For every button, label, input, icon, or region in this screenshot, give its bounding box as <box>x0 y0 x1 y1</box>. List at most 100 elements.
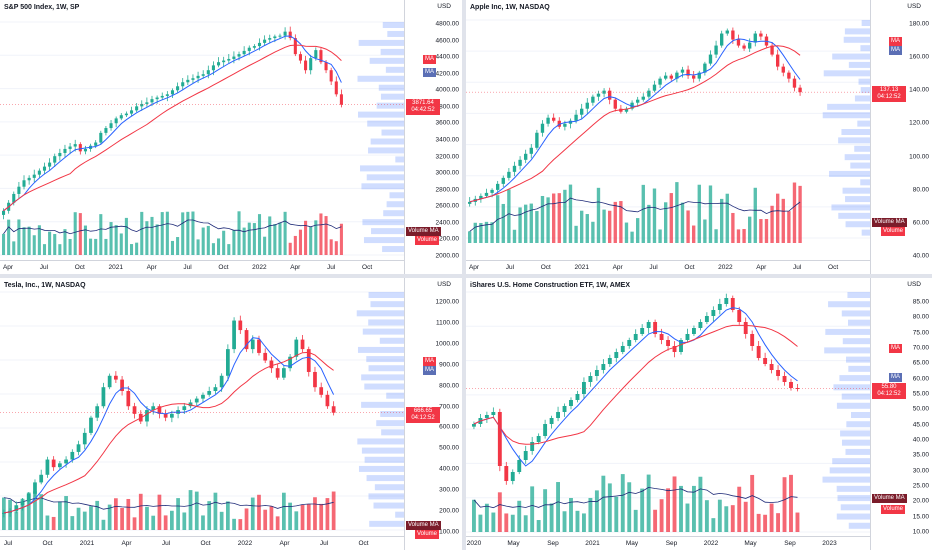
volume-bar <box>339 223 343 255</box>
volume-profile-bar <box>368 292 404 298</box>
chart-pane-apple[interactable]: Apple Inc, 1W, NASDAQ USD 180.00 160.00 14… <box>466 0 932 274</box>
price-tick-label: 120.00 <box>909 119 929 127</box>
volume-profile-bar <box>824 347 870 354</box>
volume-bar <box>39 494 44 530</box>
volume-bar <box>569 498 573 532</box>
chart-canvas[interactable] <box>466 0 870 260</box>
volume-bar <box>306 504 311 530</box>
time-axis[interactable]: Apr Jul Oct 2021 Apr Jul Oct 2022 Apr Jul Oct <box>466 260 870 274</box>
chart-canvas[interactable] <box>466 278 870 536</box>
volume-bar <box>288 502 292 530</box>
candle-body <box>658 78 662 85</box>
volume-bar <box>331 491 336 530</box>
time-axis[interactable]: Apr Jul Oct 2021 Apr Jul Oct 2022 Apr Jul Oct <box>0 260 404 274</box>
candle-body <box>170 413 174 418</box>
candle-body <box>107 375 112 388</box>
candle-body <box>484 415 489 418</box>
volume-ma-line <box>473 486 798 509</box>
price-tick-label: 100.00 <box>909 153 929 161</box>
volume-profile-bar <box>829 467 870 474</box>
candle-body <box>114 375 118 380</box>
volume-profile-bar <box>837 495 870 502</box>
volume-bar <box>742 228 746 243</box>
time-axis[interactable]: 2020 May Sep 2021 May Sep 2022 May Sep 2023 <box>466 536 870 550</box>
volume-bar <box>201 227 205 255</box>
volume-profile-bar <box>825 328 870 335</box>
time-axis[interactable]: Jul Oct 2021 Apr Jul Oct 2022 Apr Jul Oct <box>0 536 404 550</box>
time-tick-label: 2020 <box>466 540 482 547</box>
candle-body <box>798 87 802 93</box>
candle-body <box>524 153 528 160</box>
candle-body <box>523 451 528 460</box>
volume-bar <box>186 211 190 255</box>
candle-body <box>282 368 286 378</box>
candle-body <box>331 406 336 413</box>
price-axis[interactable]: USD 180.00 160.00 140.00 120.00 100.00 80.00 6… <box>870 0 932 274</box>
volume-bar <box>607 483 612 532</box>
volume-profile-bar <box>357 75 404 82</box>
volume-bar <box>145 221 149 255</box>
candle-body <box>201 394 205 399</box>
volume-bar <box>624 222 629 243</box>
ma-badge: MA <box>423 357 436 366</box>
volume-profile-bar <box>364 456 404 463</box>
candle-body <box>529 147 533 154</box>
volume-bar <box>314 220 318 255</box>
candle-body <box>557 120 561 127</box>
volume-profile-bar <box>389 192 404 199</box>
chart-canvas[interactable] <box>0 278 404 536</box>
volume-bar <box>89 238 93 255</box>
candle-body <box>563 123 567 127</box>
candle-body <box>540 123 545 133</box>
volume-bar <box>792 182 797 243</box>
candle-body <box>12 193 16 203</box>
candle-body <box>692 75 696 79</box>
candle-body <box>666 340 670 346</box>
candle-body <box>250 339 255 350</box>
price-axis[interactable]: USD 1200.00 1100.00 1000.00 900.00 800.00 700… <box>404 278 462 550</box>
candle-body <box>756 346 761 358</box>
volume-bar <box>278 222 282 255</box>
chart-pane-sp500[interactable]: S&P 500 Index, 1W, SP USD 4800.00 4600.00… <box>0 0 462 274</box>
volume-profile-bar <box>368 319 404 326</box>
volume-profile-bar <box>828 301 870 308</box>
candle-body <box>759 33 763 37</box>
volume-bar <box>614 496 619 532</box>
pane-title: Apple Inc, 1W, NASDAQ <box>470 4 550 11</box>
price-tick-label: 2400.00 <box>435 219 460 227</box>
volume-bar <box>32 235 36 255</box>
chart-pane-itb[interactable]: iShares U.S. Home Construction ETF, 1W, … <box>466 278 932 550</box>
price-tick-label: 800.00 <box>439 382 459 390</box>
time-tick-label: 2021 <box>574 264 589 271</box>
volume-bar <box>319 503 324 530</box>
candle-body <box>20 501 25 506</box>
candle-body <box>140 103 144 107</box>
price-axis[interactable]: USD 4800.00 4600.00 4400.00 4200.00 4000.00 3… <box>404 0 462 274</box>
time-tick-label: Jul <box>39 264 49 271</box>
volume-bar <box>736 229 741 243</box>
volume-bar <box>658 229 662 243</box>
candle-body <box>770 45 774 55</box>
volume-bar <box>12 241 16 255</box>
volume-bar <box>724 506 729 532</box>
volume-bar <box>53 234 57 255</box>
time-tick-label: Sep <box>547 540 559 547</box>
volume-profile-bar <box>380 48 404 55</box>
volume-bar <box>14 511 19 530</box>
candle-body <box>536 436 541 442</box>
candle-body <box>620 346 625 352</box>
ma-badge: MA <box>889 46 902 55</box>
candle-body <box>491 412 496 415</box>
chart-canvas[interactable] <box>0 0 404 260</box>
volume-ma-badge: Volume MA <box>406 227 441 236</box>
chart-pane-tesla[interactable]: Tesla, Inc., 1W, NASDAQ USD 1200.00 1100.… <box>0 278 462 550</box>
volume-bar <box>613 201 617 243</box>
candle-body <box>283 31 287 36</box>
volume-profile-bar <box>846 421 870 428</box>
candle-body <box>575 394 580 400</box>
candle-body <box>242 50 246 55</box>
volume-bar <box>104 238 108 255</box>
price-axis[interactable]: USD 85.00 80.00 75.00 70.00 65.00 60.00 55.00 5… <box>870 278 932 550</box>
last-price-value: 55.80 <box>881 383 897 390</box>
volume-bar <box>206 225 210 255</box>
